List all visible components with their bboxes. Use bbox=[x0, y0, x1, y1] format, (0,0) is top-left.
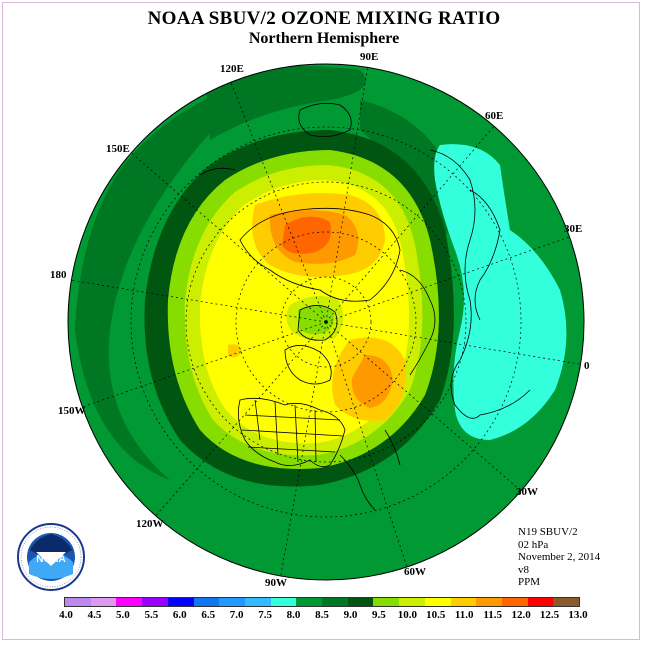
metadata-block: N19 SBUV/2 02 hPa November 2, 2014 v8 PP… bbox=[518, 526, 600, 589]
colorbar-tick-label: 4.5 bbox=[87, 609, 102, 621]
pressure-level-label: 02 hPa bbox=[518, 538, 549, 551]
colorbar-swatch bbox=[193, 598, 220, 606]
colorbar-tick-label: 11.5 bbox=[483, 609, 502, 621]
colorbar-tick-label: 10.5 bbox=[426, 609, 446, 621]
colorbar-tick-label: 8.5 bbox=[315, 609, 329, 621]
lon-label-150w: 150W bbox=[58, 405, 86, 417]
colorbar-tick-label: 5.0 bbox=[116, 609, 130, 621]
lon-label-180: 180 bbox=[50, 269, 67, 281]
colorbar-swatch bbox=[296, 598, 323, 606]
colorbar-swatch bbox=[167, 598, 194, 606]
figure-title: NOAA SBUV/2 OZONE MIXING RATIO bbox=[147, 8, 501, 29]
colorbar-tick-label: 9.5 bbox=[372, 609, 386, 621]
lon-label-60w: 60W bbox=[404, 566, 426, 578]
colorbar-swatch bbox=[347, 598, 374, 606]
lon-label-120w: 120W bbox=[136, 518, 164, 530]
noaa-logo-text: NOAA bbox=[36, 554, 65, 565]
colorbar-tick-label: 7.5 bbox=[258, 609, 272, 621]
figure-subtitle: Northern Hemisphere bbox=[248, 30, 400, 47]
colorbar-ticks: 4.0 4.5 5.0 5.5 6.0 6.5 7.0 7.5 8.0 8.5 9.0 9.5 10.0… bbox=[0, 609, 648, 623]
graticule bbox=[69, 64, 584, 580]
lon-label-30e: 30E bbox=[564, 223, 582, 235]
colorbar-tick-label: 10.0 bbox=[397, 609, 417, 621]
colorbar-tick-label: 7.0 bbox=[229, 609, 244, 621]
colorbar-tick-label: 8.0 bbox=[286, 609, 301, 621]
colorbar-tick-label: 6.0 bbox=[172, 609, 187, 621]
colorbar-swatch bbox=[270, 598, 297, 606]
lon-label-90e: 90E bbox=[360, 51, 378, 63]
colorbar bbox=[64, 597, 580, 607]
colorbar-swatch bbox=[142, 598, 168, 606]
colorbar-tick-label: 12.0 bbox=[511, 609, 531, 621]
figure-frame bbox=[2, 2, 640, 640]
colorbar-tick-label: 13.0 bbox=[568, 609, 588, 621]
lon-label-30w: 30W bbox=[516, 486, 538, 498]
colorbar-tick-label: 12.5 bbox=[539, 609, 560, 621]
colorbar-swatch bbox=[527, 598, 554, 606]
colorbar-tick-label: 5.5 bbox=[144, 609, 159, 621]
lon-label-120e: 120E bbox=[220, 63, 244, 75]
colorbar-swatch bbox=[501, 598, 528, 606]
colorbar-swatch bbox=[424, 598, 451, 606]
map-boundary bbox=[67, 63, 585, 581]
colorbar-swatch bbox=[116, 598, 143, 606]
satellite-label: N19 SBUV/2 bbox=[518, 526, 578, 538]
colorbar-tick-label: 11.0 bbox=[454, 609, 474, 621]
colorbar-swatch bbox=[373, 598, 400, 606]
noaa-logo: NOAA bbox=[17, 523, 85, 591]
colorbar-swatch bbox=[476, 598, 502, 606]
date-label: November 2, 2014 bbox=[518, 551, 601, 563]
ozone-field bbox=[68, 64, 584, 580]
colorbar-swatch bbox=[450, 598, 477, 606]
units-label: PPM bbox=[518, 576, 541, 588]
colorbar-tick-label: 6.5 bbox=[201, 609, 216, 621]
colorbar-tick-label: 9.0 bbox=[343, 609, 358, 621]
lon-label-0: 0 bbox=[584, 360, 590, 372]
colorbar-swatch bbox=[322, 598, 348, 606]
colorbar-tick-label: 4.0 bbox=[59, 609, 73, 621]
lon-label-150e: 150E bbox=[106, 143, 130, 155]
version-label: v8 bbox=[518, 563, 529, 576]
colorbar-swatch bbox=[244, 598, 271, 606]
colorbar-swatch bbox=[90, 598, 117, 606]
coastlines bbox=[199, 102, 531, 511]
lon-label-90w: 90W bbox=[265, 577, 287, 589]
lon-label-60e: 60E bbox=[485, 110, 503, 122]
colorbar-swatch bbox=[219, 598, 245, 606]
colorbar-swatch bbox=[399, 598, 425, 606]
colorbar-swatch bbox=[65, 598, 91, 606]
colorbar-swatch bbox=[553, 598, 580, 606]
